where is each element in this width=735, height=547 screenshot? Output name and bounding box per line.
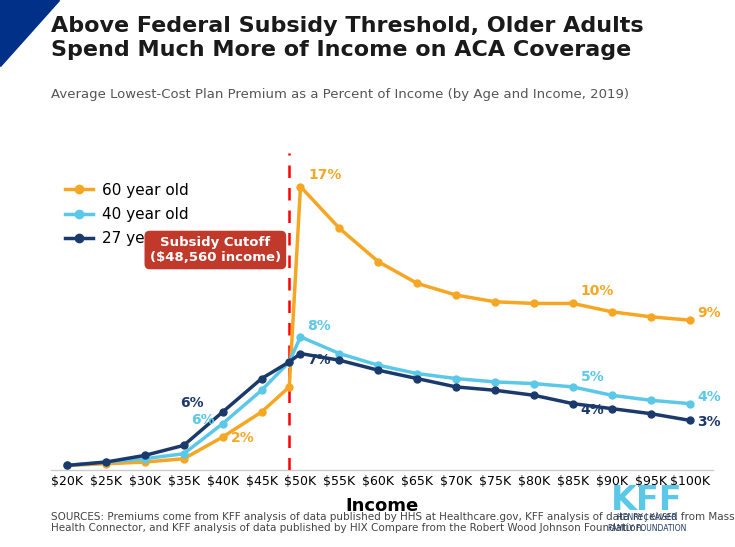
Text: 2%: 2% — [231, 432, 254, 445]
Text: 17%: 17% — [308, 167, 342, 182]
Text: 4%: 4% — [581, 403, 604, 417]
Text: HENRY J KAISER
FAMILY FOUNDATION: HENRY J KAISER FAMILY FOUNDATION — [608, 513, 686, 533]
Text: 6%: 6% — [192, 413, 215, 427]
X-axis label: Income: Income — [345, 497, 419, 515]
Text: KFF: KFF — [611, 484, 683, 517]
Text: SOURCES: Premiums come from KFF analysis of data published by HHS at Healthcare.: SOURCES: Premiums come from KFF analysis… — [51, 512, 735, 533]
Text: 7%: 7% — [306, 353, 330, 367]
Text: 10%: 10% — [581, 284, 614, 299]
Text: Average Lowest-Cost Plan Premium as a Percent of Income (by Age and Income, 2019: Average Lowest-Cost Plan Premium as a Pe… — [51, 88, 629, 101]
Text: 6%: 6% — [180, 397, 204, 410]
Text: Above Federal Subsidy Threshold, Older Adults
Spend Much More of Income on ACA C: Above Federal Subsidy Threshold, Older A… — [51, 16, 644, 60]
Text: 3%: 3% — [698, 415, 721, 429]
Text: 9%: 9% — [698, 306, 721, 320]
Text: 8%: 8% — [306, 319, 331, 334]
Legend: 60 year old, 40 year old, 27 year old: 60 year old, 40 year old, 27 year old — [59, 177, 195, 252]
Text: 4%: 4% — [698, 389, 721, 404]
Text: Subsidy Cutoff
($48,560 income): Subsidy Cutoff ($48,560 income) — [150, 236, 281, 264]
Text: 5%: 5% — [581, 370, 604, 383]
